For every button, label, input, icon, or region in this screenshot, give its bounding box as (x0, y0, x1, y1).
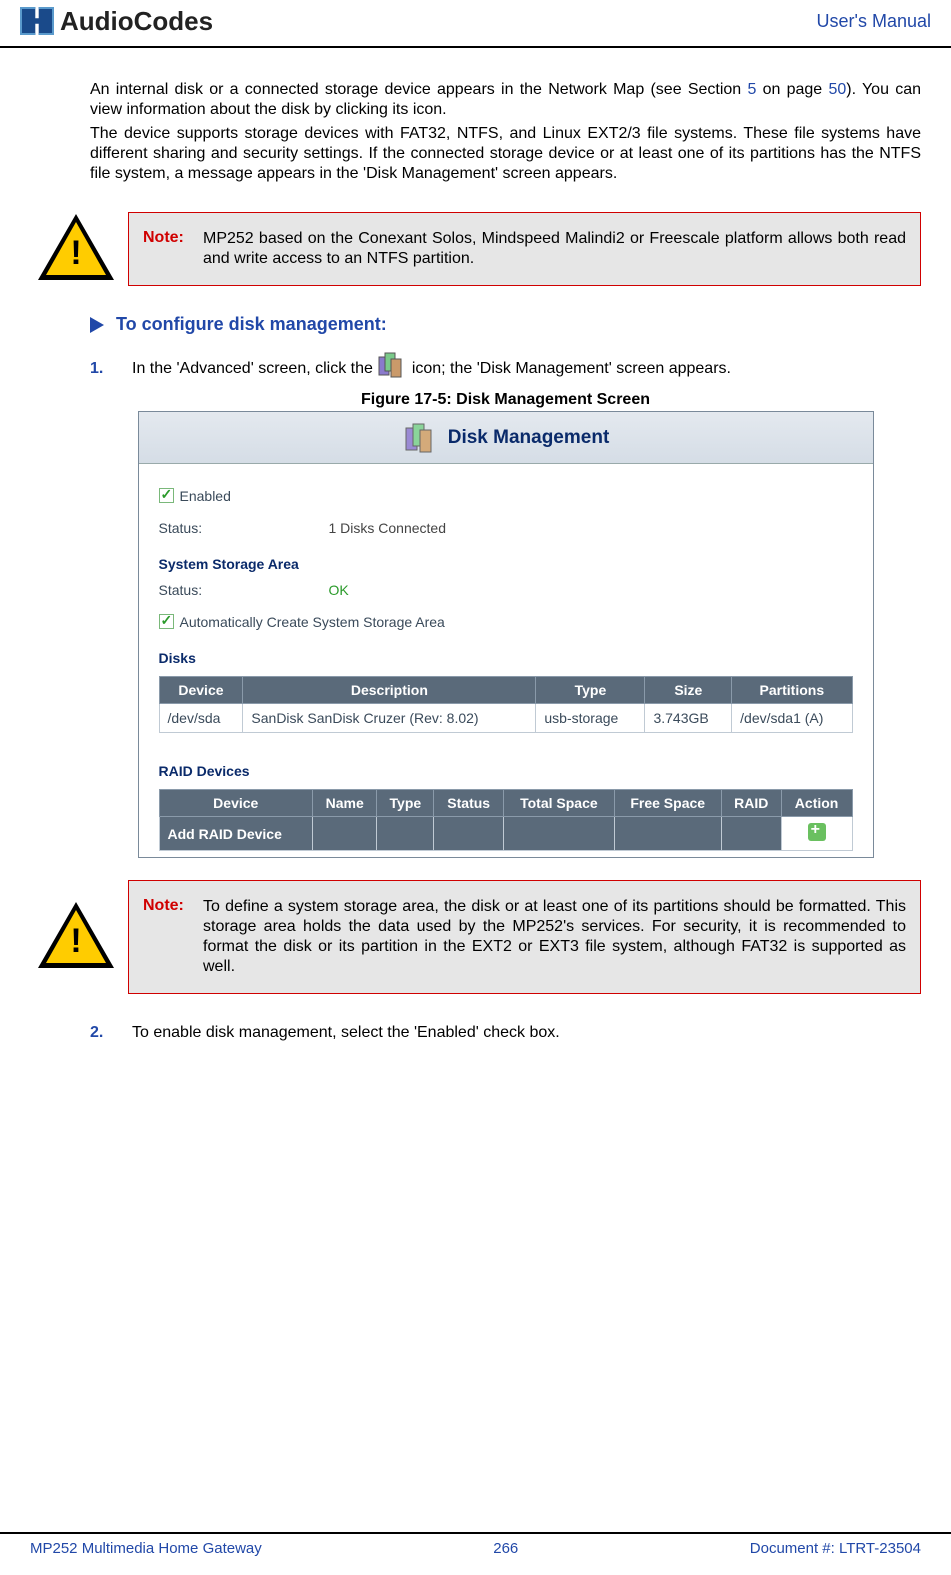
auto-create-row: Automatically Create System Storage Area (159, 614, 853, 630)
note-label: Note: (143, 897, 193, 977)
step-number: 1. (90, 360, 110, 378)
cell-partitions: /dev/sda1 (A) (732, 704, 852, 733)
paragraph-2: The device supports storage devices with… (90, 124, 921, 184)
table-header-row: Device Description Type Size Partitions (159, 677, 852, 704)
note-label: Note: (143, 229, 193, 269)
col-raid: RAID (721, 790, 781, 817)
add-raid-row[interactable]: Add RAID Device (159, 817, 852, 851)
table-header-row: Device Name Type Status Total Space Free… (159, 790, 852, 817)
text: on page (756, 81, 828, 98)
page-header: AudioCodes User's Manual (0, 0, 951, 48)
col-status: Status (434, 790, 504, 817)
status-label: Status: (159, 520, 329, 536)
col-type: Type (377, 790, 434, 817)
paragraph-1: An internal disk or a connected storage … (90, 80, 921, 120)
logo: AudioCodes (20, 6, 213, 37)
audiocodes-logo-icon (20, 7, 54, 35)
footer-left: MP252 Multimedia Home Gateway (30, 1540, 262, 1557)
note-text: MP252 based on the Conexant Solos, Minds… (203, 229, 906, 269)
cell-size: 3.743GB (645, 704, 732, 733)
sys-status-row: Status: OK (159, 582, 853, 598)
col-size: Size (645, 677, 732, 704)
raid-heading: RAID Devices (159, 763, 853, 779)
step-text: In the 'Advanced' screen, click the icon… (132, 355, 921, 383)
note-container: Note: MP252 based on the Conexant Solos,… (128, 212, 921, 286)
disk-inline-icon (377, 351, 407, 379)
add-icon[interactable] (808, 823, 826, 841)
text: icon; the 'Disk Management' screen appea… (412, 360, 731, 377)
enabled-row: Enabled (159, 488, 853, 504)
note-container: Note: To define a system storage area, t… (128, 880, 921, 994)
add-raid-label: Add RAID Device (159, 817, 313, 851)
section-link[interactable]: 5 (747, 81, 756, 98)
sys-status-value: OK (329, 582, 349, 598)
page-footer: MP252 Multimedia Home Gateway 266 Docume… (0, 1532, 951, 1557)
footer-right: Document #: LTRT-23504 (750, 1540, 921, 1557)
step-1: 1. In the 'Advanced' screen, click the i… (90, 355, 921, 383)
screenshot-title: Disk Management (448, 427, 610, 449)
screenshot-body: Enabled Status: 1 Disks Connected System… (139, 464, 873, 857)
sys-status-label: Status: (159, 582, 329, 598)
screenshot-disk-management: Disk Management Enabled Status: 1 Disks … (138, 411, 874, 858)
procedure-heading: To configure disk management: (90, 314, 921, 335)
system-storage-heading: System Storage Area (159, 556, 853, 572)
header-title: User's Manual (817, 11, 931, 32)
step-2: 2. To enable disk management, select the… (90, 1022, 921, 1044)
status-row: Status: 1 Disks Connected (159, 520, 853, 536)
enabled-label: Enabled (180, 488, 231, 504)
cell-description: SanDisk SanDisk Cruzer (Rev: 8.02) (243, 704, 536, 733)
disks-table: Device Description Type Size Partitions … (159, 676, 853, 733)
step-text: To enable disk management, select the 'E… (132, 1022, 921, 1044)
screenshot-header: Disk Management (139, 412, 873, 464)
col-name: Name (313, 790, 377, 817)
auto-create-label: Automatically Create System Storage Area (180, 614, 445, 630)
col-free-space: Free Space (614, 790, 721, 817)
table-row[interactable]: /dev/sda SanDisk SanDisk Cruzer (Rev: 8.… (159, 704, 852, 733)
figure-caption: Figure 17-5: Disk Management Screen (90, 391, 921, 409)
disks-heading: Disks (159, 650, 853, 666)
logo-text: AudioCodes (60, 6, 213, 37)
content-area: An internal disk or a connected storage … (0, 48, 951, 1044)
note-text: To define a system storage area, the dis… (203, 897, 906, 977)
col-action: Action (781, 790, 852, 817)
page-link[interactable]: 50 (828, 81, 846, 98)
step-number: 2. (90, 1024, 110, 1042)
col-description: Description (243, 677, 536, 704)
col-type: Type (536, 677, 645, 704)
footer-page-number: 266 (493, 1540, 518, 1557)
warning-icon: ! (38, 214, 114, 284)
note-box-2: ! Note: To define a system storage area,… (38, 880, 921, 994)
col-partitions: Partitions (732, 677, 852, 704)
procedure-title: To configure disk management: (116, 314, 387, 335)
col-device: Device (159, 790, 313, 817)
col-device: Device (159, 677, 243, 704)
cell-device: /dev/sda (159, 704, 243, 733)
col-total-space: Total Space (504, 790, 614, 817)
warning-icon: ! (38, 902, 114, 972)
text: In the 'Advanced' screen, click the (132, 360, 377, 377)
note-box-1: ! Note: MP252 based on the Conexant Solo… (38, 212, 921, 286)
disk-header-icon (402, 420, 438, 456)
raid-table: Device Name Type Status Total Space Free… (159, 789, 853, 851)
arrow-icon (90, 317, 104, 333)
auto-create-checkbox[interactable] (159, 614, 174, 629)
cell-type: usb-storage (536, 704, 645, 733)
text: An internal disk or a connected storage … (90, 81, 747, 98)
status-value: 1 Disks Connected (329, 520, 447, 536)
enabled-checkbox[interactable] (159, 488, 174, 503)
